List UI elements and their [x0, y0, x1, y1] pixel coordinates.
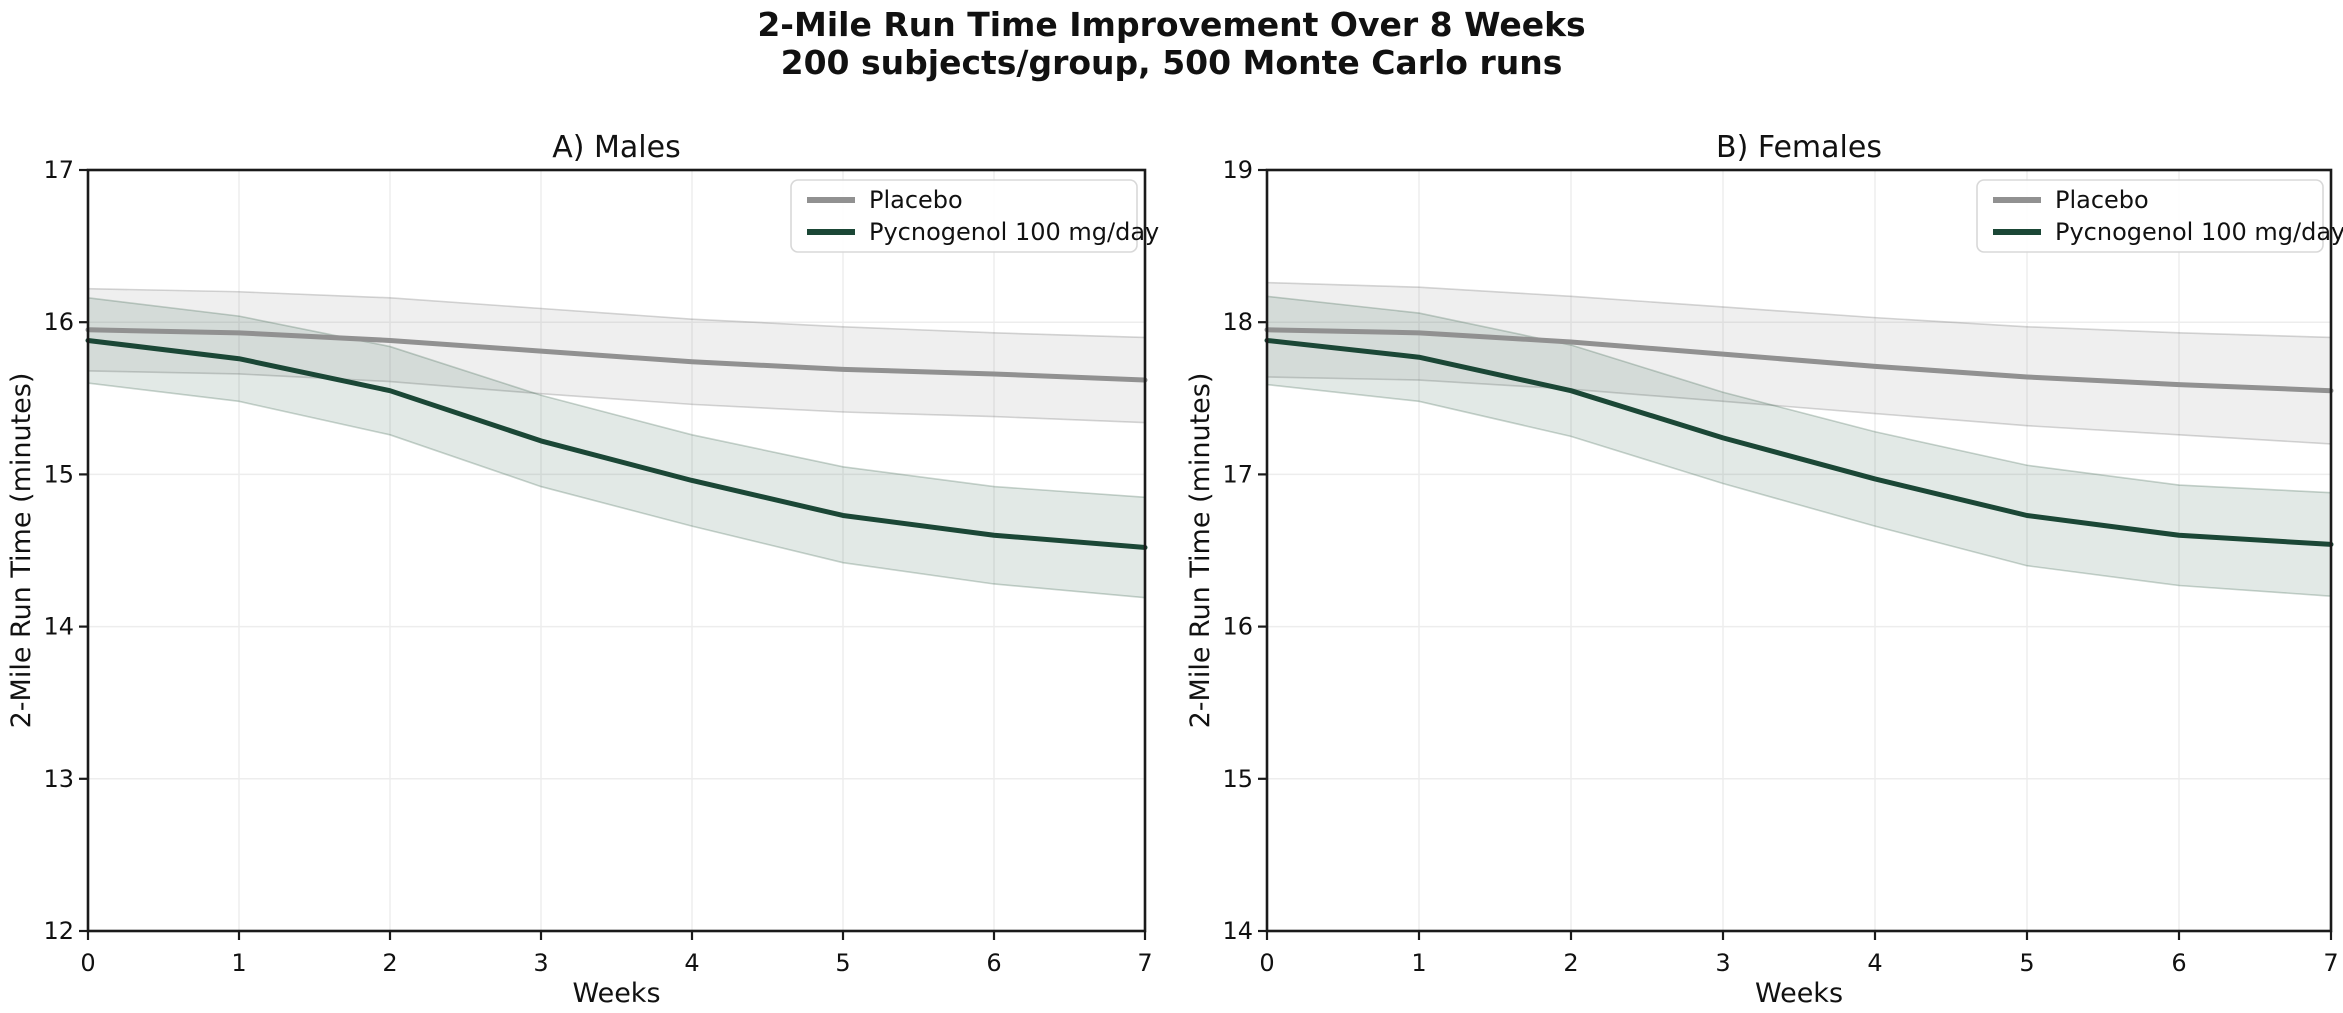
- plot-border: [1265, 168, 2333, 933]
- treatment-band-upper-edge: [1266, 295, 2332, 494]
- x-tick-label: 4: [684, 949, 699, 977]
- treatment-mean-line: [1264, 337, 2334, 547]
- x-tick-label: 0: [80, 949, 95, 977]
- y-tick-label: 19: [1222, 156, 1253, 184]
- placebo-band-lower-edge: [1266, 376, 2332, 445]
- y-tick-label: 15: [1222, 765, 1253, 793]
- axis-ticks: 14 15 16 17 18 19 0 1 2 3 4 5 6 7: [1222, 156, 2338, 977]
- y-tick-label: 16: [43, 308, 74, 336]
- x-tick-label: 5: [835, 949, 850, 977]
- x-axis-label: Weeks: [1755, 978, 1843, 1009]
- placebo-band-upper-edge: [1266, 281, 2332, 339]
- placebo-band-lower-edge: [87, 370, 1146, 424]
- panel-title: B) Females: [1716, 130, 1882, 165]
- x-tick-label: 2: [1563, 949, 1578, 977]
- legend-label-treatment: Pycnogenol 100 mg/day: [869, 218, 1159, 246]
- y-tick-label: 14: [1222, 917, 1253, 945]
- y-tick-label: 18: [1222, 308, 1253, 336]
- y-axis-label: 2-Mile Run Time (minutes): [1185, 373, 1216, 729]
- placebo-band-upper-edge: [87, 287, 1146, 339]
- x-tick-label: 1: [1411, 949, 1426, 977]
- legend-label-treatment: Pycnogenol 100 mg/day: [2055, 218, 2343, 246]
- legend-label-placebo: Placebo: [869, 186, 963, 214]
- y-tick-label: 14: [43, 613, 74, 641]
- y-tick-label: 13: [43, 765, 74, 793]
- figure-subtitle: 200 subjects/group, 500 Monte Carlo runs: [780, 43, 1563, 82]
- panel-title: A) Males: [552, 130, 680, 165]
- placebo-mean-line: [1264, 327, 2334, 394]
- legend: Placebo Pycnogenol 100 mg/day: [1976, 179, 2343, 253]
- x-tick-label: 7: [1137, 949, 1152, 977]
- x-tick-label: 6: [2171, 949, 2186, 977]
- treatment-mean-line: [85, 337, 1148, 550]
- legend-box: [1976, 179, 2324, 253]
- x-tick-label: 6: [986, 949, 1001, 977]
- x-tick-label: 3: [533, 949, 548, 977]
- x-tick-label: 2: [382, 949, 397, 977]
- treatment-band-lower-edge: [87, 382, 1146, 599]
- y-tick-label: 17: [1222, 460, 1253, 488]
- x-tick-label: 5: [2019, 949, 2034, 977]
- y-tick-label: 12: [43, 917, 74, 945]
- y-tick-label: 16: [1222, 613, 1253, 641]
- placebo-mean-line: [85, 327, 1148, 383]
- legend-label-placebo: Placebo: [2055, 186, 2149, 214]
- charts-container: 12 13 14 15 16 17 0 1 2 3 4 5 6 7 Weeks 2-Mile Run Time…: [0, 85, 2343, 1013]
- x-tick-label: 1: [231, 949, 246, 977]
- y-tick-label: 17: [43, 156, 74, 184]
- treatment-band-lower-edge: [1266, 383, 2332, 597]
- legend-box: [790, 179, 1138, 253]
- females-chart: 14 15 16 17 18 19 0 1 2 3 4 5 6 7 Weeks 2-Mile Run Time…: [1185, 130, 2343, 1009]
- y-axis-label: 2-Mile Run Time (minutes): [6, 373, 37, 729]
- x-tick-label: 3: [1715, 949, 1730, 977]
- x-tick-label: 4: [1867, 949, 1882, 977]
- figure-title-block: 2-Mile Run Time Improvement Over 8 Weeks…: [0, 6, 2343, 82]
- figure-title: 2-Mile Run Time Improvement Over 8 Weeks: [757, 5, 1586, 44]
- x-tick-label: 7: [2323, 949, 2338, 977]
- x-axis-label: Weeks: [572, 978, 660, 1009]
- plot-border: [86, 168, 1147, 933]
- x-tick-label: 0: [1259, 949, 1274, 977]
- legend: Placebo Pycnogenol 100 mg/day: [790, 179, 1159, 253]
- treatment-band-upper-edge: [87, 297, 1146, 499]
- placebo-confidence-band: [1267, 282, 2331, 444]
- y-tick-label: 15: [43, 460, 74, 488]
